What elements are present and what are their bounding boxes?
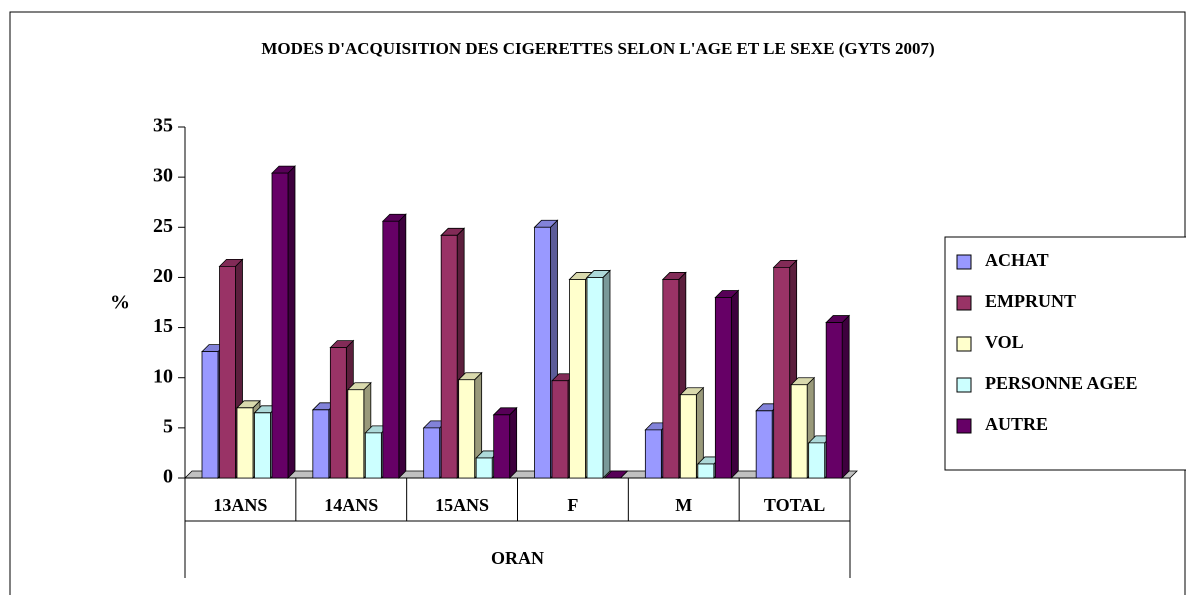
bar bbox=[381, 213, 407, 479]
bar-face bbox=[841, 314, 850, 479]
bar bbox=[679, 386, 705, 479]
group-label: ORAN bbox=[491, 548, 544, 568]
legend-label: VOL bbox=[985, 332, 1024, 352]
bar bbox=[772, 259, 798, 479]
y-tick-label: 25 bbox=[153, 215, 173, 237]
legend-label: AUTRE bbox=[985, 414, 1048, 434]
bar-face bbox=[219, 265, 236, 479]
bar-face bbox=[644, 429, 662, 479]
bar-face bbox=[825, 322, 843, 479]
y-tick-label: 10 bbox=[153, 365, 173, 387]
bar-face bbox=[254, 412, 271, 479]
bar-face bbox=[790, 384, 808, 479]
bar-face bbox=[730, 289, 739, 479]
bar-face bbox=[755, 410, 773, 479]
y-tick-label: 15 bbox=[153, 315, 173, 337]
x-tick-label: 13ANS bbox=[213, 495, 267, 515]
y-tick-label: 35 bbox=[153, 115, 173, 137]
bar-face bbox=[347, 389, 365, 479]
legend-swatch bbox=[956, 377, 972, 393]
bar-face bbox=[287, 165, 296, 479]
legend-swatch bbox=[956, 418, 972, 434]
bar-face bbox=[773, 267, 791, 479]
bar-face bbox=[714, 297, 732, 479]
legend bbox=[944, 236, 1186, 471]
bar-face bbox=[329, 347, 347, 479]
bar bbox=[603, 470, 629, 479]
bar-face bbox=[423, 427, 441, 479]
x-tick-label: F bbox=[567, 495, 578, 515]
bar-face bbox=[551, 380, 569, 479]
y-tick-label: 5 bbox=[163, 415, 173, 437]
bar-face bbox=[808, 442, 826, 479]
bar bbox=[271, 165, 296, 479]
bar-face bbox=[312, 409, 330, 479]
legend-label: ACHAT bbox=[985, 250, 1049, 270]
y-tick-label: 0 bbox=[163, 466, 173, 488]
bar-face bbox=[236, 407, 254, 479]
bar-face bbox=[569, 279, 586, 479]
legend-label: PERSONNE AGEE bbox=[985, 373, 1138, 393]
bar-face bbox=[201, 351, 219, 479]
bar-face bbox=[440, 234, 458, 479]
bar-face bbox=[458, 379, 476, 479]
x-tick-label: M bbox=[675, 495, 692, 515]
bar bbox=[492, 406, 518, 479]
chart-title: MODES D'ACQUISITION DES CIGERETTES SELON… bbox=[261, 39, 934, 58]
bar-face bbox=[398, 213, 407, 479]
bar bbox=[586, 269, 611, 479]
bar-face bbox=[602, 269, 611, 479]
bar-face bbox=[271, 172, 289, 479]
bar bbox=[825, 314, 851, 479]
x-tick-label: 14ANS bbox=[324, 495, 378, 515]
y-axis-label: % bbox=[110, 292, 130, 314]
bar-face bbox=[662, 279, 680, 479]
bar-face bbox=[509, 406, 518, 479]
bar-face bbox=[697, 463, 715, 479]
bar-face bbox=[493, 414, 511, 479]
bar-face bbox=[364, 432, 382, 479]
y-tick-label: 30 bbox=[153, 165, 173, 187]
x-tick-label: TOTAL bbox=[764, 495, 825, 515]
x-tick-label: 15ANS bbox=[435, 495, 489, 515]
legend-swatch bbox=[956, 254, 972, 270]
bar-face bbox=[586, 277, 604, 479]
bar bbox=[457, 371, 483, 479]
legend-label: EMPRUNT bbox=[985, 291, 1076, 311]
bar-face bbox=[475, 457, 493, 479]
bar bbox=[714, 289, 740, 479]
legend-swatch bbox=[956, 336, 972, 352]
bar-face bbox=[679, 394, 697, 479]
legend-swatch bbox=[956, 295, 972, 311]
bar-face bbox=[534, 226, 551, 479]
bar-face bbox=[382, 220, 400, 479]
y-tick-label: 20 bbox=[153, 265, 173, 287]
